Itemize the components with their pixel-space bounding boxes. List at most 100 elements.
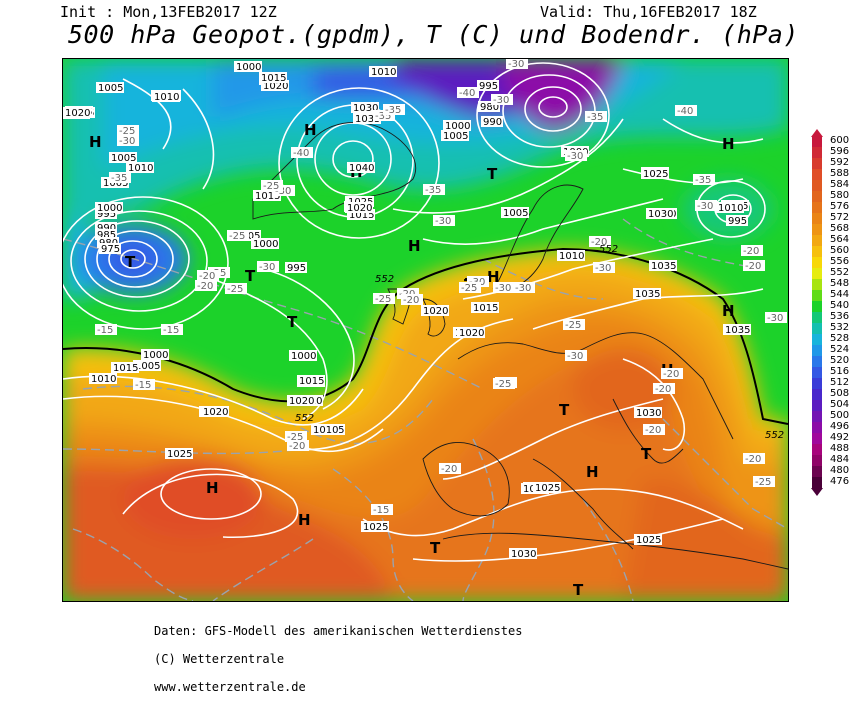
legend-entry: 512 bbox=[812, 377, 850, 389]
pressure-label: 1030 bbox=[511, 549, 536, 560]
legend-swatch bbox=[812, 444, 822, 455]
svg-text:T: T bbox=[559, 401, 570, 419]
temperature-label-bg bbox=[457, 87, 479, 98]
legend-swatch bbox=[812, 202, 822, 213]
legend-entry: 476 bbox=[812, 476, 850, 488]
temperature-label-bg bbox=[743, 453, 765, 464]
temperature-label-bg bbox=[585, 111, 607, 122]
temperature-label-bg bbox=[117, 135, 139, 146]
temperature-label-bg bbox=[197, 270, 219, 281]
svg-text:H: H bbox=[586, 463, 599, 481]
temperature-label-bg bbox=[433, 215, 455, 226]
pressure-label-bg bbox=[347, 209, 375, 220]
pressure-label-bg bbox=[311, 424, 339, 435]
legend-label: 524 bbox=[830, 344, 850, 355]
legend-entry: 564 bbox=[812, 234, 850, 246]
legend-entry: 500 bbox=[812, 410, 850, 422]
legend-label: 564 bbox=[830, 234, 850, 245]
pressure-label: 980 bbox=[480, 102, 499, 113]
legend-label: 500 bbox=[830, 410, 850, 421]
pressure-label-bg bbox=[646, 208, 674, 219]
legend-entry: 552 bbox=[812, 267, 850, 279]
credit-line-copyright: (C) Wetterzentrale bbox=[154, 652, 285, 666]
temperature-label: -30 bbox=[595, 263, 611, 274]
temperature-label: -40 bbox=[459, 88, 475, 99]
legend-swatch bbox=[812, 422, 822, 433]
valid-time: Valid: Thu,16FEB2017 18Z bbox=[540, 3, 757, 21]
svg-text:H: H bbox=[722, 135, 735, 153]
legend-entry: 488 bbox=[812, 443, 850, 455]
svg-text:H: H bbox=[408, 237, 421, 255]
pressure-label-bg bbox=[509, 548, 537, 559]
legend-swatch bbox=[812, 169, 822, 180]
temperature-label: -20 bbox=[645, 425, 661, 436]
legend-swatch bbox=[812, 378, 822, 389]
legend-entry: 516 bbox=[812, 366, 850, 378]
legend-entry: 580 bbox=[812, 190, 850, 202]
temperature-label: -30 bbox=[275, 186, 291, 197]
temperature-label-bg bbox=[373, 293, 395, 304]
pressure-label-bg bbox=[481, 116, 503, 127]
pressure-label: 1035 bbox=[635, 289, 660, 300]
legend-swatch bbox=[812, 400, 822, 411]
legend-entry: 596 bbox=[812, 146, 850, 158]
pressure-label-bg bbox=[96, 82, 124, 93]
legend-entry: 532 bbox=[812, 322, 850, 334]
contour-552-label: 552 bbox=[765, 430, 784, 441]
temperature-label: -35 bbox=[587, 112, 603, 123]
temperature-label: -30 bbox=[567, 151, 583, 162]
temperature-label: -20 bbox=[655, 384, 671, 395]
legend-label: 504 bbox=[830, 399, 850, 410]
legend-swatch bbox=[812, 136, 822, 147]
temperature-label-bg bbox=[373, 110, 395, 121]
legend-swatch bbox=[812, 334, 822, 345]
temperature-label: -20 bbox=[743, 246, 759, 257]
pressure-label: 1025 bbox=[535, 483, 560, 494]
pressure-label: 1025 bbox=[363, 522, 388, 533]
contour-552-label: 552 bbox=[375, 274, 394, 285]
temperature-label: -35 bbox=[111, 173, 127, 184]
pressure-label-bg bbox=[369, 66, 397, 77]
pressure-label: 1005 bbox=[98, 83, 123, 94]
pressure-label-bg bbox=[253, 190, 281, 201]
pressure-label: 1000 bbox=[445, 121, 470, 132]
temperature-label: -30 bbox=[515, 283, 531, 294]
temperature-label-bg bbox=[291, 147, 313, 158]
temperature-label: -20 bbox=[663, 369, 679, 380]
legend-entry: 548 bbox=[812, 278, 850, 290]
temperature-label: -25 bbox=[461, 283, 477, 294]
temperature-label: -35 bbox=[695, 175, 711, 186]
pressure-label: 1010 bbox=[718, 203, 743, 214]
pressure-label-bg bbox=[133, 360, 161, 371]
temperature-label: -25 bbox=[287, 432, 303, 443]
legend-top-arrow bbox=[811, 129, 823, 137]
pressure-label: 990 bbox=[483, 117, 502, 128]
legend-label: 516 bbox=[830, 366, 850, 377]
legend-swatch bbox=[812, 411, 822, 422]
legend-entry: 520 bbox=[812, 355, 850, 367]
legend-entry: 480 bbox=[812, 465, 850, 477]
temperature-label: -30 bbox=[495, 283, 511, 294]
temperature-label-bg bbox=[257, 261, 279, 272]
svg-text:T: T bbox=[125, 253, 136, 271]
pressure-label: 1035 bbox=[651, 261, 676, 272]
legend-label: 596 bbox=[830, 146, 850, 157]
legend-label: 588 bbox=[830, 168, 850, 179]
legend-swatch bbox=[812, 213, 822, 224]
legend-label: 508 bbox=[830, 388, 850, 399]
temperature-label: -40 bbox=[293, 148, 309, 159]
temperature-label-bg bbox=[753, 476, 775, 487]
legend-swatch bbox=[812, 257, 822, 268]
pressure-labels: 1000101010101015102010051010101510109959… bbox=[63, 61, 751, 560]
legend-label: 548 bbox=[830, 278, 850, 289]
temperature-label: -25 bbox=[375, 294, 391, 305]
temperature-label: -35 bbox=[375, 111, 391, 122]
legend-label: 532 bbox=[830, 322, 850, 333]
pressure-label: 1035 bbox=[355, 114, 380, 125]
temperature-label-bg bbox=[743, 260, 765, 271]
temperature-label: -40 bbox=[677, 106, 693, 117]
temperature-label-bg bbox=[195, 280, 217, 291]
pressure-label: 1030 bbox=[648, 209, 673, 220]
legend-entry: 508 bbox=[812, 388, 850, 400]
legend-swatch bbox=[812, 466, 822, 477]
